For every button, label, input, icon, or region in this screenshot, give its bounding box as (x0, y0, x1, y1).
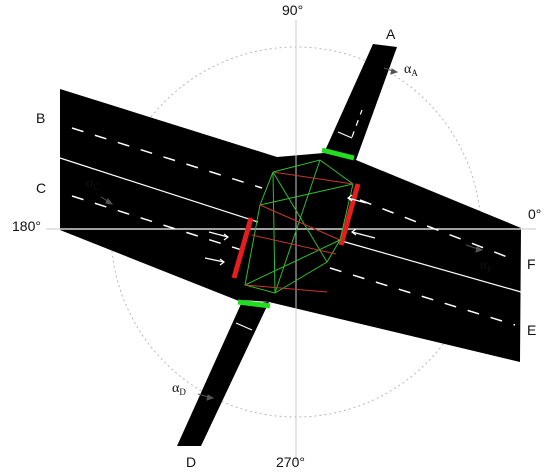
road-bc (60, 89, 277, 303)
angle-label-0: 0° (528, 206, 542, 222)
angle-symbol-alpha-a: αA (404, 62, 418, 78)
approach-label-b: B (36, 110, 46, 126)
stop-line-d (237, 299, 271, 309)
angle-symbol-alpha-c: αC (86, 176, 100, 192)
lane-markings (71, 127, 516, 326)
road-a (324, 44, 397, 160)
approach-label-e: E (527, 322, 537, 338)
angle-label-270: 270° (276, 454, 305, 470)
approach-label-c: C (36, 180, 47, 196)
angle-label-180: 180° (12, 218, 41, 234)
lane-divider-ef (337, 239, 522, 293)
angle-label-90: 90° (282, 2, 304, 18)
connector-lines (244, 159, 354, 294)
stop-line-bc (231, 217, 254, 279)
stop-line-ef (338, 183, 361, 246)
angle-arrows (100, 67, 484, 401)
angle-symbol-alpha-d: αD (172, 381, 186, 397)
approach-label-d: D (186, 454, 197, 470)
traffic-arrows (204, 131, 376, 331)
lane-divider-bc (59, 157, 259, 223)
road-d (177, 302, 269, 446)
lane-divider-a (351, 109, 363, 138)
stop-line-a (321, 147, 355, 161)
approach-label-a: A (386, 26, 396, 42)
angle-symbol-alpha-f: αF (480, 258, 493, 274)
approach-label-f: F (527, 256, 536, 272)
